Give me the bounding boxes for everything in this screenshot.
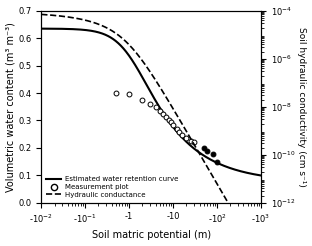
Legend: Estimated water retention curve, Measurement plot, Hydraulic conductance: Estimated water retention curve, Measure… xyxy=(45,175,180,199)
Y-axis label: Soil hydraulic conductivity (cm s⁻¹): Soil hydraulic conductivity (cm s⁻¹) xyxy=(297,27,306,187)
Y-axis label: Volumetric water content (m³ m⁻³): Volumetric water content (m³ m⁻³) xyxy=(6,22,16,192)
X-axis label: Soil matric potential (m): Soil matric potential (m) xyxy=(91,231,211,240)
